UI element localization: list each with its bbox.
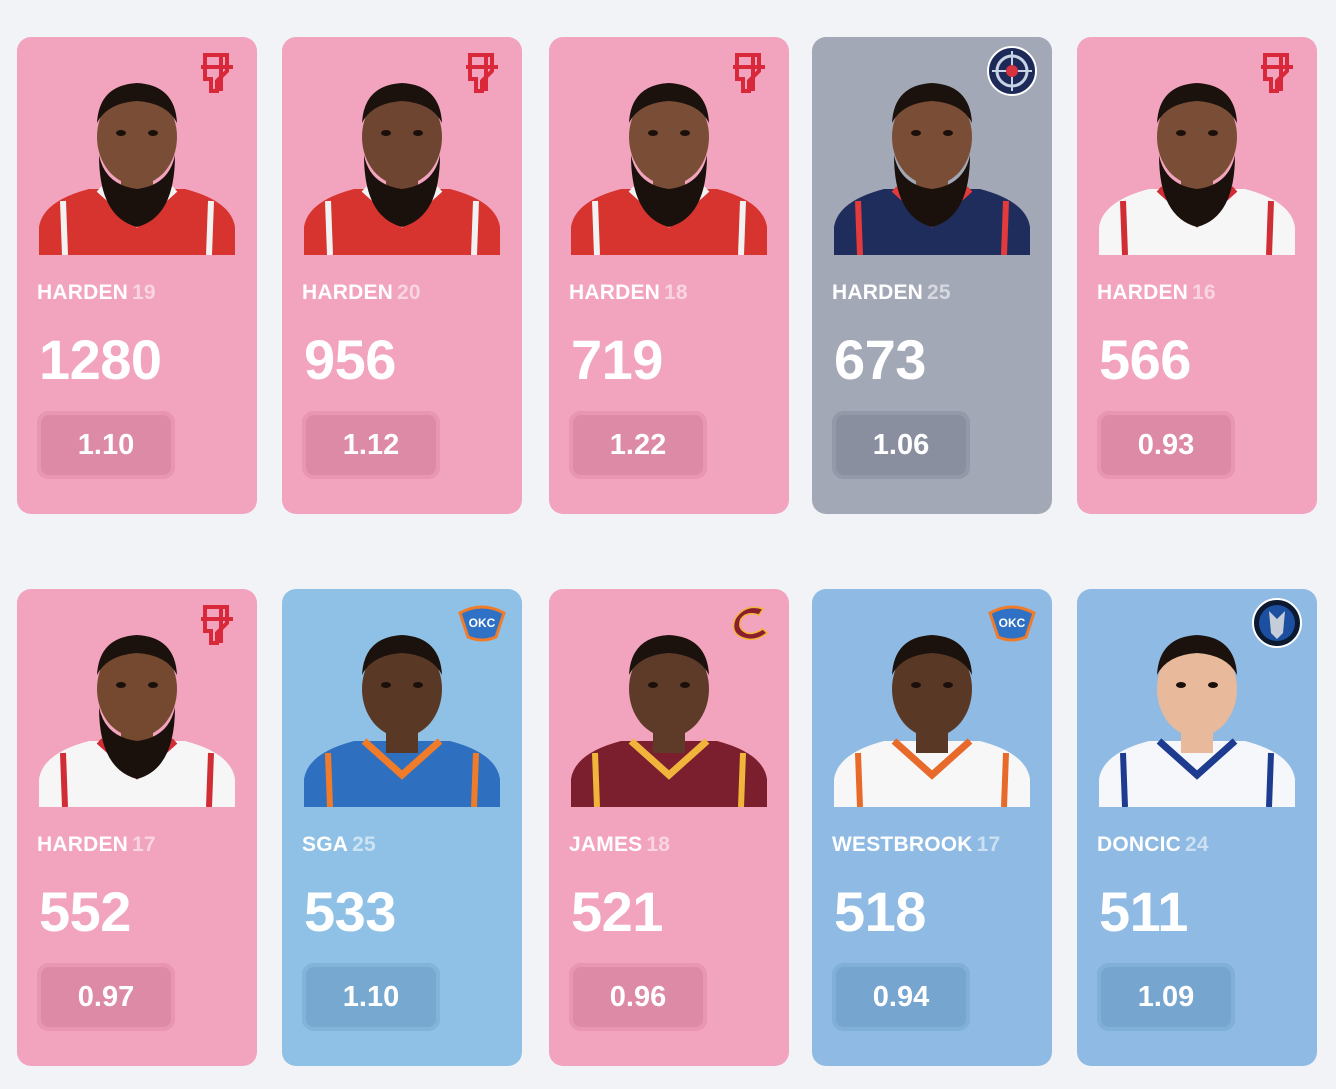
player-card[interactable]: HARDEN 17 552 0.97 bbox=[17, 589, 257, 1066]
player-name-label: DONCIC bbox=[1097, 833, 1182, 856]
player-name-label: WESTBROOK bbox=[832, 833, 973, 856]
player-portrait bbox=[1099, 619, 1295, 808]
ratio-badge: 1.10 bbox=[37, 411, 175, 479]
player-portrait bbox=[834, 619, 1030, 808]
rockets-logo-icon bbox=[191, 597, 243, 649]
player-portrait bbox=[571, 67, 767, 256]
season-year: 24 bbox=[1185, 833, 1209, 856]
player-card[interactable]: DONCIC 24 511 1.09 bbox=[1077, 589, 1317, 1066]
stat-value: 521 bbox=[571, 880, 663, 943]
player-portrait bbox=[1099, 67, 1295, 256]
ratio-badge: 1.06 bbox=[832, 411, 970, 479]
player-name: HARDEN 25 bbox=[832, 281, 951, 305]
player-card[interactable]: HARDEN 25 673 1.06 bbox=[812, 37, 1052, 514]
ratio-badge: 0.94 bbox=[832, 963, 970, 1031]
player-name-label: HARDEN bbox=[302, 281, 394, 304]
season-year: 16 bbox=[1192, 281, 1216, 304]
ratio-badge: 0.93 bbox=[1097, 411, 1235, 479]
rockets-logo-icon bbox=[191, 45, 243, 97]
player-name-label: HARDEN bbox=[569, 281, 661, 304]
cavaliers-logo-icon bbox=[723, 597, 775, 649]
stat-value: 719 bbox=[571, 328, 663, 391]
season-year: 20 bbox=[397, 281, 421, 304]
player-name: HARDEN 20 bbox=[302, 281, 421, 305]
thunder-logo-icon: OKC bbox=[986, 597, 1038, 649]
player-portrait bbox=[304, 67, 500, 256]
thunder-logo-icon: OKC bbox=[456, 597, 508, 649]
ratio-badge: 0.96 bbox=[569, 963, 707, 1031]
player-name-label: SGA bbox=[302, 833, 349, 856]
stat-value: 566 bbox=[1099, 328, 1191, 391]
player-name: JAMES 18 bbox=[569, 833, 670, 857]
rockets-logo-icon bbox=[456, 45, 508, 97]
ratio-badge: 1.09 bbox=[1097, 963, 1235, 1031]
player-name: SGA 25 bbox=[302, 833, 376, 857]
season-year: 25 bbox=[927, 281, 951, 304]
ratio-badge: 1.10 bbox=[302, 963, 440, 1031]
player-name: HARDEN 19 bbox=[37, 281, 156, 305]
stat-value: 956 bbox=[304, 328, 396, 391]
player-name: HARDEN 17 bbox=[37, 833, 156, 857]
clippers-logo-icon bbox=[986, 45, 1038, 97]
rockets-logo-icon bbox=[1251, 45, 1303, 97]
stat-value: 533 bbox=[304, 880, 396, 943]
player-name-label: JAMES bbox=[569, 833, 643, 856]
ratio-badge: 1.22 bbox=[569, 411, 707, 479]
mavericks-logo-icon bbox=[1251, 597, 1303, 649]
stat-value: 673 bbox=[834, 328, 926, 391]
season-year: 18 bbox=[646, 833, 671, 856]
player-name-label: HARDEN bbox=[37, 833, 129, 856]
ratio-badge: 1.12 bbox=[302, 411, 440, 479]
svg-text:OKC: OKC bbox=[999, 616, 1026, 630]
player-name-label: HARDEN bbox=[1097, 281, 1189, 304]
player-card[interactable]: JAMES 18 521 0.96 bbox=[549, 589, 789, 1066]
player-card[interactable]: HARDEN 20 956 1.12 bbox=[282, 37, 522, 514]
player-card[interactable]: HARDEN 18 719 1.22 bbox=[549, 37, 789, 514]
season-year: 25 bbox=[352, 833, 376, 856]
player-name: HARDEN 16 bbox=[1097, 281, 1216, 305]
season-year: 17 bbox=[132, 833, 156, 856]
player-portrait bbox=[39, 67, 235, 256]
stat-value: 1280 bbox=[39, 328, 162, 391]
player-portrait bbox=[834, 67, 1030, 256]
player-portrait bbox=[304, 619, 500, 808]
player-card[interactable]: HARDEN 16 566 0.93 bbox=[1077, 37, 1317, 514]
svg-text:OKC: OKC bbox=[469, 616, 496, 630]
player-name: HARDEN 18 bbox=[569, 281, 688, 305]
season-year: 19 bbox=[132, 281, 156, 304]
player-portrait bbox=[39, 619, 235, 808]
stat-value: 511 bbox=[1099, 880, 1188, 943]
player-name: DONCIC 24 bbox=[1097, 833, 1209, 857]
player-card[interactable]: HARDEN 19 1280 1.10 bbox=[17, 37, 257, 514]
rockets-logo-icon bbox=[723, 45, 775, 97]
player-card[interactable]: OKC WESTBROOK 17 518 0.94 bbox=[812, 589, 1052, 1066]
player-name-label: HARDEN bbox=[832, 281, 924, 304]
stat-value: 518 bbox=[834, 880, 926, 943]
player-name: WESTBROOK 17 bbox=[832, 833, 1000, 857]
season-year: 18 bbox=[664, 281, 688, 304]
player-name-label: HARDEN bbox=[37, 281, 129, 304]
player-card[interactable]: OKC SGA 25 533 1.10 bbox=[282, 589, 522, 1066]
stat-value: 552 bbox=[39, 880, 131, 943]
season-year: 17 bbox=[976, 833, 1001, 856]
ratio-badge: 0.97 bbox=[37, 963, 175, 1031]
player-portrait bbox=[571, 619, 767, 808]
